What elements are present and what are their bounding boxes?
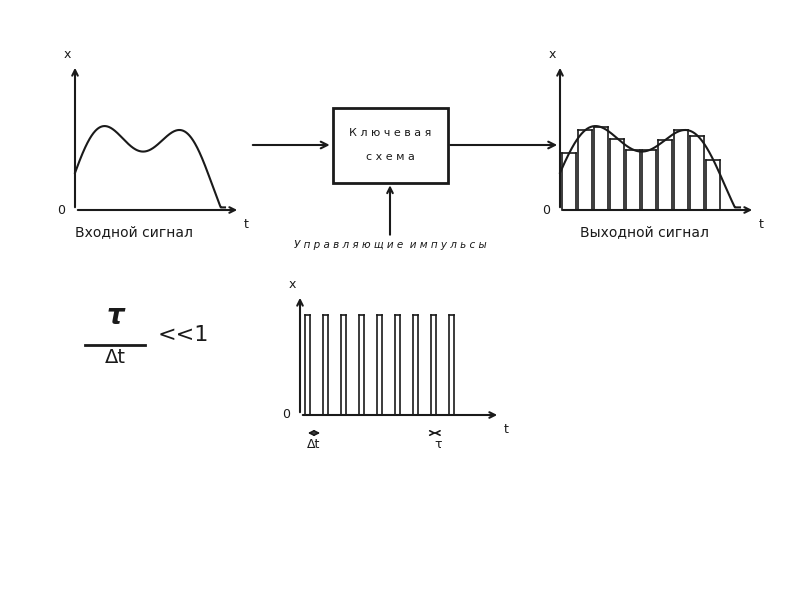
Text: <<1: <<1 bbox=[158, 325, 210, 345]
Text: Δt: Δt bbox=[105, 348, 126, 367]
Text: τ: τ bbox=[434, 438, 442, 451]
Text: Δt: Δt bbox=[307, 438, 321, 451]
Text: 0: 0 bbox=[542, 203, 550, 217]
Text: t: t bbox=[504, 423, 509, 436]
Text: 0: 0 bbox=[57, 203, 65, 217]
Text: x: x bbox=[63, 48, 70, 61]
Text: Выходной сигнал: Выходной сигнал bbox=[580, 225, 709, 239]
Text: x: x bbox=[548, 48, 556, 61]
Text: t: t bbox=[244, 218, 249, 231]
Bar bbox=[333, 107, 447, 182]
Text: 0: 0 bbox=[282, 409, 290, 421]
Text: τ: τ bbox=[106, 302, 124, 330]
Text: x: x bbox=[288, 278, 296, 291]
Text: К л ю ч е в а я: К л ю ч е в а я bbox=[349, 128, 431, 138]
Text: t: t bbox=[759, 218, 764, 231]
Text: У п р а в л я ю щ и е  и м п у л ь с ы: У п р а в л я ю щ и е и м п у л ь с ы bbox=[294, 240, 486, 250]
Text: Входной сигнал: Входной сигнал bbox=[75, 225, 193, 239]
Text: с х е м а: с х е м а bbox=[366, 152, 414, 162]
